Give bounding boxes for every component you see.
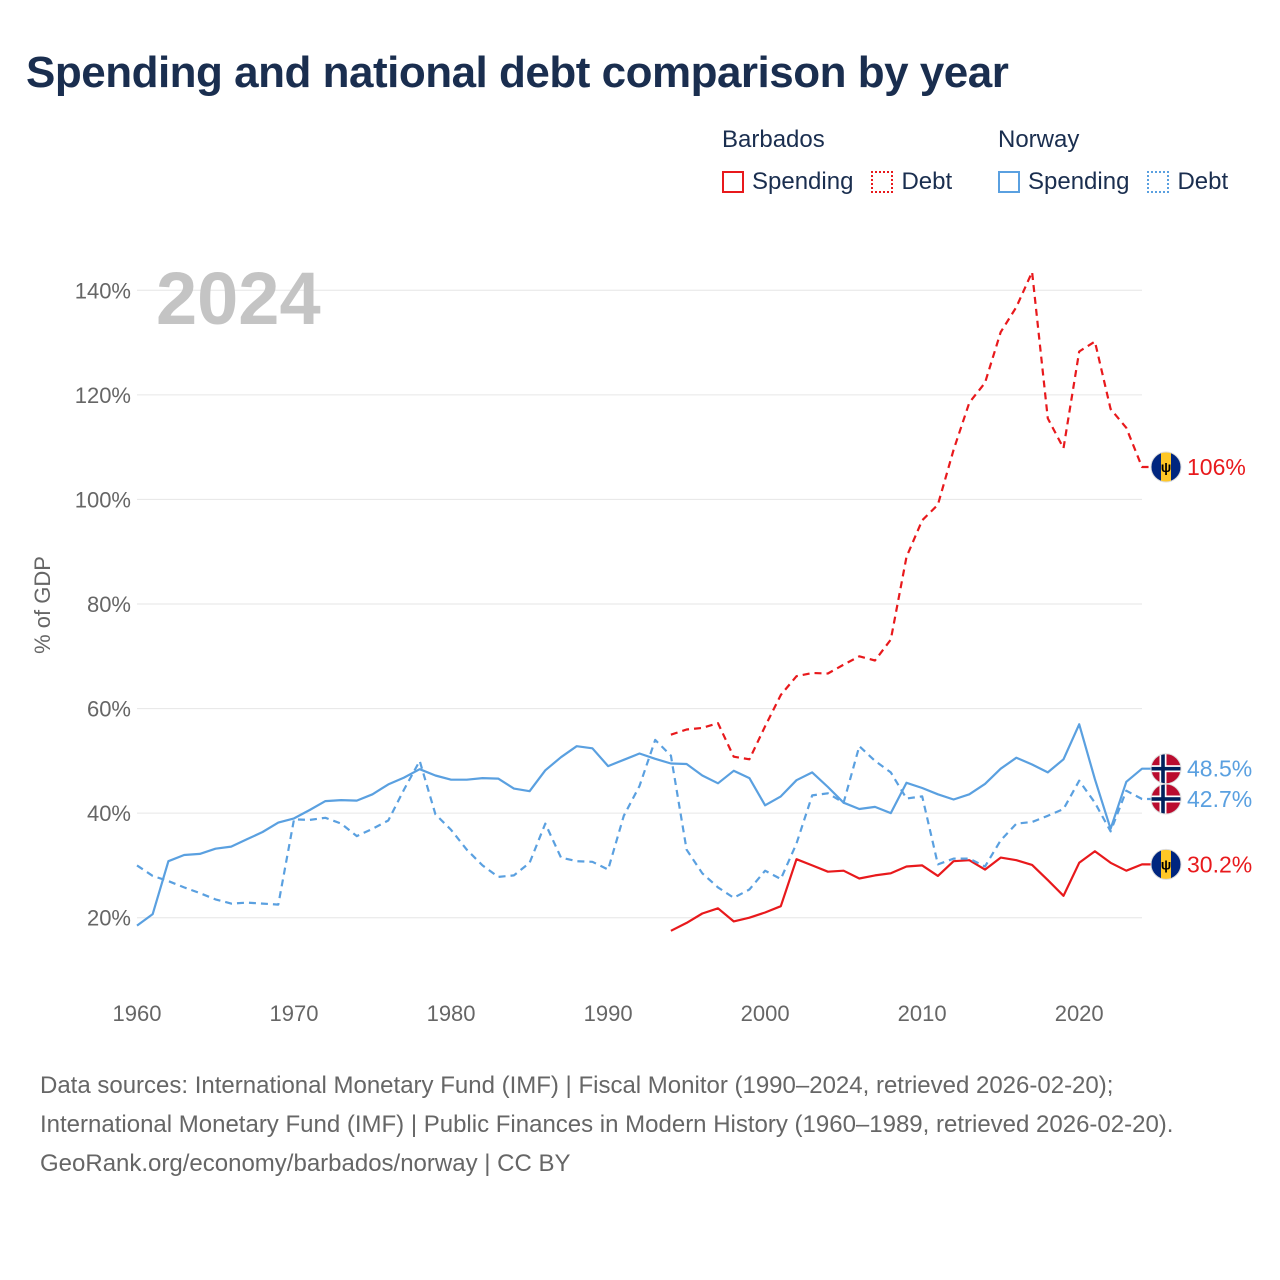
flag-stripe	[1161, 849, 1171, 880]
legend-group-norway: Norway Spending Debt	[998, 126, 1228, 196]
footer: Data sources: International Monetary Fun…	[40, 1066, 1240, 1183]
legend-item-norway-spending[interactable]: Spending	[998, 168, 1129, 196]
legend-swatch-solid-icon	[722, 171, 744, 193]
flag-stripe	[1171, 849, 1181, 880]
end-label-norway-spending: 48.5%	[1150, 753, 1252, 785]
y-tick-label: 20%	[87, 906, 131, 931]
x-tick-label: 2000	[741, 1001, 790, 1026]
end-label-norway-debt: 42.7%	[1150, 783, 1252, 815]
y-axis-label: % of GDP	[30, 556, 55, 654]
series-line-norway-spending	[136, 723, 1151, 927]
end-value-label: 48.5%	[1187, 756, 1252, 782]
flag-stripe	[1161, 452, 1171, 482]
barbados-flag-icon: ψ	[1151, 452, 1181, 482]
y-tick-label: 120%	[75, 383, 131, 408]
attribution-link[interactable]: GeoRank.org/economy/barbados/norway | CC…	[40, 1150, 571, 1177]
legend-item-label: Spending	[752, 168, 854, 195]
legend-swatch-dotted-icon	[871, 171, 894, 193]
x-tick-label: 2020	[1055, 1001, 1104, 1026]
legend-swatch-solid-icon	[998, 171, 1020, 193]
x-tick-label: 1960	[113, 1001, 162, 1026]
end-value-label: 30.2%	[1187, 851, 1252, 877]
flag-stripe	[1151, 849, 1161, 880]
legend-item-norway-debt[interactable]: Debt	[1147, 168, 1228, 196]
flag-cross	[1151, 766, 1181, 771]
x-tick-label: 1980	[427, 1001, 476, 1026]
y-tick-label: 100%	[75, 487, 131, 512]
x-tick-label: 1970	[270, 1001, 319, 1026]
line-chart: 20% 40% 60% 80% 100% 120% 140% 1960 1970 1980 1990…	[30, 257, 1252, 1026]
end-value-label: 106%	[1187, 454, 1246, 480]
y-tick-label: 40%	[87, 801, 131, 826]
legend-swatch-dotted-icon	[1147, 171, 1170, 193]
y-tick-label: 60%	[87, 697, 131, 722]
x-tick-label: 1990	[584, 1001, 633, 1026]
y-tick-label: 80%	[87, 592, 131, 617]
series-line-barbados-debt	[670, 270, 1151, 761]
flag-border	[1150, 451, 1182, 483]
legend-item-barbados-debt[interactable]: Debt	[871, 168, 952, 196]
flag-stripe	[1151, 452, 1161, 482]
legend-item-label: Debt	[1177, 168, 1229, 195]
flag-cross	[1161, 784, 1165, 814]
y-tick-label: 140%	[75, 278, 131, 303]
page-title: Spending and national debt comparison by…	[26, 48, 1009, 97]
end-label-barbados-spending: ψ 30.2%	[1150, 848, 1252, 880]
norway-flag-icon	[1151, 784, 1181, 814]
series-line-norway-debt	[136, 738, 1151, 906]
trident-icon: ψ	[1161, 459, 1172, 475]
flag-border	[1150, 848, 1182, 880]
series-line-barbados-spending	[670, 850, 1151, 932]
legend-item-label: Debt	[901, 168, 953, 195]
legend-item-barbados-spending[interactable]: Spending	[722, 168, 853, 196]
flag-cross	[1151, 797, 1181, 801]
data-sources-note: Data sources: International Monetary Fun…	[40, 1072, 1174, 1138]
end-label-barbados-debt: ψ 106%	[1150, 451, 1246, 483]
norway-flag-icon	[1151, 753, 1181, 784]
flag-cross	[1161, 753, 1165, 784]
end-value-label: 42.7%	[1187, 786, 1252, 812]
legend-group-barbados: Barbados Spending Debt	[722, 126, 970, 196]
year-watermark: 2024	[156, 257, 321, 340]
legend-group-label: Barbados	[722, 126, 825, 153]
legend-group-label: Norway	[998, 126, 1080, 153]
flag-stripe	[1171, 452, 1181, 482]
x-tick-label: 2010	[898, 1001, 947, 1026]
flag-border	[1150, 783, 1182, 815]
barbados-flag-icon: ψ	[1151, 849, 1181, 880]
trident-icon: ψ	[1161, 856, 1172, 872]
legend-item-label: Spending	[1028, 168, 1130, 195]
